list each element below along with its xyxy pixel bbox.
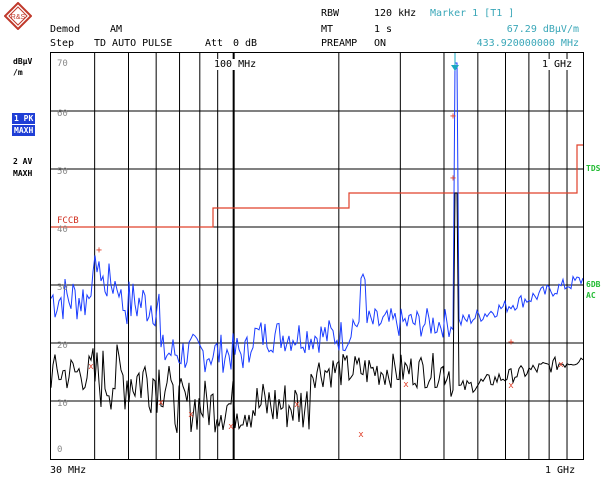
marker-1-triangle bbox=[451, 65, 459, 71]
peak-marker-x: x bbox=[508, 381, 514, 391]
att-value: 0 dB bbox=[233, 38, 258, 49]
peak-marker-x: x bbox=[88, 362, 94, 372]
spectrum-svg: + + + + x x x x x x x x x bbox=[51, 53, 583, 459]
tds-label: TDS bbox=[586, 164, 601, 173]
peak-marker-x: x bbox=[158, 398, 164, 408]
y-tick-60: 60 bbox=[57, 109, 68, 119]
peak-marker-plus: + bbox=[450, 173, 456, 184]
unit-label-line1: dBµV bbox=[13, 57, 33, 66]
demod-label: Demod bbox=[50, 24, 81, 35]
y-tick-50: 50 bbox=[57, 167, 68, 177]
marker-title: Marker 1 [T1 ] bbox=[430, 8, 515, 19]
preamp-label: PREAMP bbox=[321, 38, 358, 49]
y-tick-10: 10 bbox=[57, 399, 68, 409]
marker-level: 67.29 dBµV/m bbox=[506, 24, 579, 35]
mt-label: MT bbox=[321, 24, 334, 35]
rs-logo: R&S bbox=[3, 1, 33, 31]
trace1-mode[interactable]: MAXH bbox=[12, 125, 36, 136]
demod-value: AM bbox=[110, 24, 123, 35]
trace1-label[interactable]: 1 PK bbox=[12, 113, 36, 124]
peak-marker-x: x bbox=[558, 360, 564, 370]
y-tick-40: 40 bbox=[57, 225, 68, 235]
freq-label-1ghz: 1 GHz bbox=[542, 59, 573, 70]
stop-frequency: 1 GHz bbox=[545, 465, 576, 476]
peak-marker-plus: + bbox=[96, 245, 102, 256]
trace2-label[interactable]: 2 AV bbox=[13, 157, 33, 166]
peak-trace bbox=[51, 62, 583, 373]
att-label: Att bbox=[205, 38, 224, 49]
start-frequency: 30 MHz bbox=[50, 465, 87, 476]
y-tick-0: 0 bbox=[57, 445, 63, 455]
average-trace bbox=[51, 192, 583, 433]
step-label: Step bbox=[50, 38, 75, 49]
y-tick-20: 20 bbox=[57, 341, 68, 351]
y-tick-30: 30 bbox=[57, 283, 68, 293]
step-value: TD AUTO PULSE bbox=[94, 38, 173, 49]
limit-line-label: FCCB bbox=[57, 216, 79, 226]
peak-marker-x: x bbox=[228, 422, 234, 432]
peak-marker-x: x bbox=[358, 430, 364, 440]
spectrum-plot[interactable]: + + + + x x x x x x x x x 70 60 50 40 30 20 10 0 100… bbox=[50, 52, 584, 460]
mt-value: 1 s bbox=[374, 24, 393, 35]
rbw-value: 120 kHz bbox=[374, 8, 417, 19]
limit-line bbox=[51, 144, 583, 228]
ac-label: AC bbox=[586, 291, 596, 300]
marker-frequency: 433.920000000 MHz bbox=[476, 38, 579, 49]
peak-marker-plus: + bbox=[450, 111, 456, 122]
peak-marker-plus: + bbox=[508, 337, 514, 348]
rbw-label: RBW bbox=[321, 8, 340, 19]
logo-text: R&S bbox=[11, 14, 26, 21]
preamp-value: ON bbox=[374, 38, 387, 49]
freq-label-100mhz: 100 MHz bbox=[214, 59, 257, 70]
y-tick-70: 70 bbox=[57, 59, 68, 69]
peak-marker-x: x bbox=[188, 410, 194, 420]
trace2-mode[interactable]: MAXH bbox=[13, 169, 33, 178]
sixdb-label: 6DB bbox=[586, 280, 601, 289]
peak-marker-x: x bbox=[294, 400, 300, 410]
unit-label-line2: /m bbox=[13, 68, 23, 77]
peak-marker-x: x bbox=[403, 380, 409, 390]
